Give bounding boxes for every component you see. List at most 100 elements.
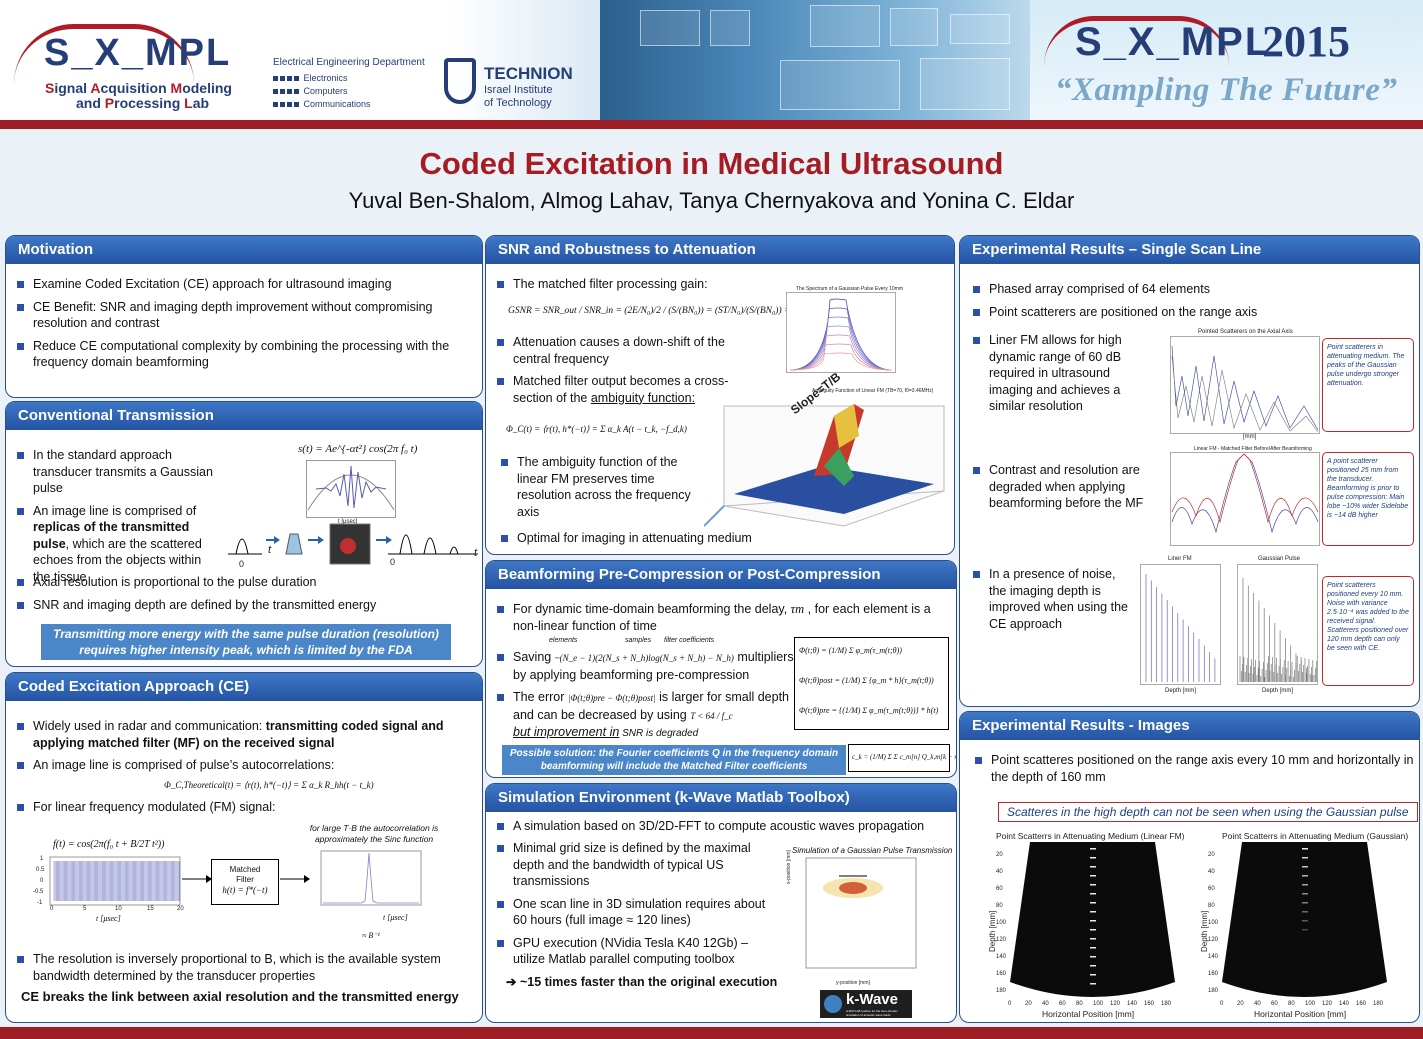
bullet-list: Contrast and resolution are degraded whe… (972, 462, 1152, 518)
bullet-list: For dynamic time-domain beamforming the … (496, 601, 946, 640)
scatterer-dot (1090, 866, 1096, 868)
bullet-list: Saving ~(N_e − 1)(2(N_s + N_h)log(N_s + … (496, 649, 796, 749)
list-item: A simulation based on 3D/2D-FFT to compu… (496, 818, 946, 835)
list-item: CE Benefit: SNR and imaging depth improv… (16, 299, 471, 332)
bullet-list: The matched filter processing gain: (496, 276, 776, 299)
panel-conventional: Conventional Transmission In the standar… (5, 401, 483, 667)
tick-label: 160 (996, 971, 1007, 977)
conference-logo-arc (1044, 16, 1229, 66)
mf-arrows (182, 875, 310, 883)
list-item: In a presence of noise, the imaging dept… (972, 566, 1132, 632)
panel-beamforming: Beamforming Pre-Compression or Post-Comp… (485, 560, 957, 778)
panel-simulation: Simulation Environment (k-Wave Matlab To… (485, 783, 957, 1023)
tick-label: 140 (1127, 1001, 1138, 1007)
note-beamforming: A point scatterer positioned 25 mm from … (1322, 452, 1414, 546)
tick-label: 160 (1208, 971, 1219, 977)
bullet-list: Axial resolution is proportional to the … (16, 574, 471, 619)
header-photo-band (600, 0, 1030, 122)
list-item: An image line is comprised of pulse’s au… (16, 757, 474, 774)
kwave-logo: k-Wave A MATLAB toolbox for the time-dom… (820, 990, 912, 1018)
axis-zero-label: 0 (239, 559, 245, 569)
tick-label: 80 (1076, 1001, 1083, 1007)
panel-heading: Conventional Transmission (6, 402, 482, 430)
label-filter-coefficients: filter coefficients (664, 637, 715, 644)
poster-authors: Yuval Ben-Shalom, Almog Lahav, Tanya Che… (348, 188, 1075, 213)
tick-label: 5 (83, 906, 87, 912)
scatterer-dot (1090, 974, 1096, 976)
tick-label: 0 (1220, 1001, 1224, 1007)
tick-label: 140 (1208, 954, 1219, 960)
conference-slogan: “Xampling The Future” (1055, 72, 1398, 108)
scatterer-dot (1302, 848, 1308, 850)
time-axis-label: t [μsec] (96, 914, 121, 923)
list-item: Optimal for imaging in attenuating mediu… (500, 530, 800, 547)
figure-title: Pointed Scatterers on the Axial Axis (1198, 329, 1293, 335)
list-item: Point scatterers are positioned on the r… (972, 304, 1412, 321)
scatterer-dot (1302, 857, 1308, 859)
scatterer-dot (1302, 929, 1308, 931)
tick-label: 140 (1339, 1001, 1350, 1007)
linear-fm-peaks (1145, 574, 1216, 682)
panel-heading: Beamforming Pre-Compression or Post-Comp… (486, 561, 956, 589)
bullet-list: The resolution is inversely proportional… (16, 951, 474, 990)
panel-heading: SNR and Robustness to Attenuation (486, 236, 954, 264)
panel-coded-excitation: Coded Excitation Approach (CE) Widely us… (5, 672, 483, 1023)
x-axis-label: [mm] (1243, 434, 1257, 440)
tick-label: 120 (1110, 1001, 1121, 1007)
tick-label: 120 (996, 937, 1007, 943)
tick-label: 80 (1208, 903, 1215, 909)
bullet-list: A simulation based on 3D/2D-FFT to compu… (496, 818, 946, 841)
note-noise: Point scatterers positioned every 10 mm.… (1322, 576, 1414, 686)
spectrum-curve (789, 352, 893, 371)
ambiguity-floor (734, 466, 934, 514)
label-elements: elements (549, 637, 578, 644)
tick-label: 100 (996, 920, 1007, 926)
header-photo-cell (890, 8, 938, 46)
mf-before-trace (1171, 453, 1319, 524)
header-photo-cell (710, 10, 750, 46)
bullet-list: The ambiguity function of the linear FM … (500, 454, 700, 526)
ee-department: Electrical Engineering Department (273, 57, 425, 68)
scatterer-dot (1090, 956, 1096, 958)
list-item: Liner FM allows for high dynamic range o… (972, 332, 1152, 415)
bullet-list: Minimal grid size is defined by the maxi… (496, 840, 781, 996)
linear-fm-image (1010, 842, 1175, 1002)
spectrum-curve (789, 307, 893, 371)
tick-label: 15 (147, 906, 154, 912)
fm-signal-plot (49, 856, 181, 906)
tick-label: 0 (50, 906, 54, 912)
panel-heading: Simulation Environment (k-Wave Matlab To… (486, 784, 956, 812)
ce-conclusion: CE breaks the link between axial resolut… (21, 989, 459, 1004)
gsnr-formula: GSNR = SNR_out / SNR_in = (2E/N₀)/2 / (S… (508, 306, 804, 316)
scatterer-dot (1090, 965, 1096, 967)
coefficient-formula-box: c_k = (1/M) Σ Σ c_m[n] Q_k,m[k − n] (848, 744, 956, 772)
panel-motivation: Motivation Examine Coded Excitation (CE)… (5, 235, 483, 398)
list-item: The resolution is inversely proportional… (16, 951, 474, 984)
header-divider (0, 120, 1423, 129)
scatterer-dot (1302, 902, 1308, 904)
panel-exp-single: Experimental Results – Single Scan Line … (959, 235, 1420, 707)
transducer-icon (285, 533, 303, 555)
ambiguity-formula: Φ_C(t) = ⟨r(t), h*(−t)⟩ = Σ α_k A(t − t_… (506, 424, 687, 434)
x-axis-label: Depth [mm] (1165, 688, 1197, 694)
figure-title: Ambiguity Function of Linear FM (TB=70, … (812, 388, 934, 394)
sinc-plot (320, 850, 422, 906)
ee-item: Electronics (273, 73, 348, 83)
list-item: One scan line in 3D simulation requires … (496, 896, 781, 929)
technion-subtitle: Israel Institute (484, 84, 553, 96)
tick-label: 180 (996, 988, 1007, 994)
tick-label: 60 (996, 886, 1003, 892)
lab-name-line2: and Processing Lab (76, 95, 210, 111)
header-photo-cell (920, 58, 1010, 110)
scatterer-dot (1090, 848, 1096, 850)
tick-label: 140 (996, 954, 1007, 960)
axial-scatterers-plot (1170, 336, 1320, 434)
list-item: Widely used in radar and communication: … (16, 718, 474, 751)
list-item: The matched filter processing gain: (496, 276, 776, 293)
tick-label: 160 (1144, 1001, 1155, 1007)
pulse-envelope (307, 474, 395, 511)
scatterer-dot (1090, 920, 1096, 922)
tick-label: 40 (996, 869, 1003, 875)
scatterer-dot (1090, 884, 1096, 886)
list-item: The error |Φ(t;θ)pre − Φ(t;θ)post| is la… (496, 689, 796, 743)
